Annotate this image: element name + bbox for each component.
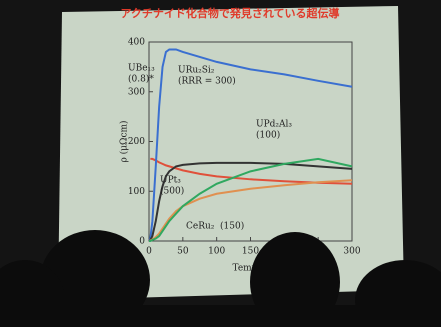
x-tick-label: 0 [146, 247, 152, 257]
series-note: (RRR = 300) [178, 76, 236, 87]
y-tick-label: 300 [128, 87, 145, 97]
photo: アクチナイド化合物で発見されている超伝導 0 100 200 300 400 0 50 100… [0, 0, 441, 327]
floor [0, 305, 441, 327]
series-label: UPd₂Al₃ [256, 120, 292, 130]
series-note: (500) [160, 186, 184, 197]
series-note: (100) [256, 130, 280, 141]
x-tick-label: 100 [208, 247, 225, 257]
series-label: CeRu₂ [186, 222, 215, 232]
y-tick-label: 100 [128, 187, 145, 197]
series-label: UBe₁₃ [128, 64, 155, 74]
series-note: (0.8)* [128, 74, 154, 85]
y-tick-label: 400 [128, 38, 145, 48]
y-tick-label: 0 [139, 237, 145, 247]
series-label: URu₂Si₂ [178, 66, 215, 76]
x-tick-label: 50 [177, 247, 189, 257]
y-tick-label: 200 [128, 137, 145, 147]
x-tick-label: 300 [343, 247, 360, 257]
slide-title: アクチナイド化合物で発見されている超伝導 [120, 6, 339, 20]
y-axis-label: ρ (μΩcm) [119, 120, 130, 162]
series-note: (150) [220, 221, 244, 232]
series-label: UPt₃ [160, 176, 181, 186]
x-tick-label: 150 [242, 247, 259, 257]
